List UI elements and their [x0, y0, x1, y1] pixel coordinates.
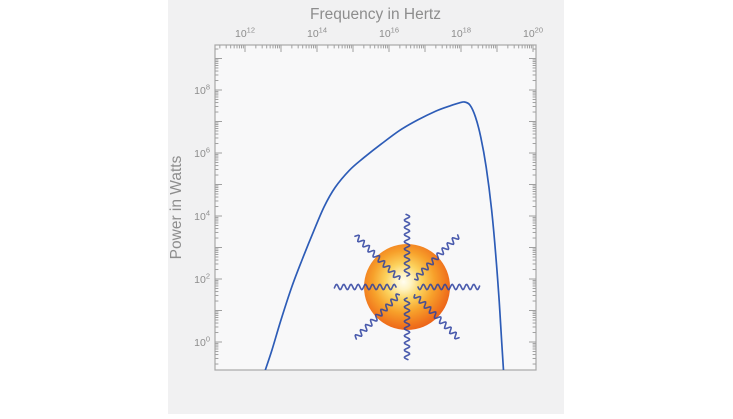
- y-tick-label: 108: [194, 82, 210, 97]
- blackbody-spectrum-figure: 1012 1014 1016 1018 1020 100 102 104 106 108 Freq…: [168, 0, 564, 414]
- y-tick-label: 106: [194, 145, 210, 160]
- sun-layer: [333, 213, 481, 361]
- y-axis-title: Power in Watts: [168, 155, 185, 259]
- radiation-wave: [413, 294, 460, 340]
- y-tick-label: 102: [194, 271, 210, 286]
- x-tick-label: 1018: [451, 26, 471, 41]
- spectral-power-curve: [264, 101, 505, 370]
- spectrum-chart: 1012 1014 1016 1018 1020 100 102 104 106 108 Freq…: [168, 6, 543, 371]
- radiation-wave: [414, 234, 460, 281]
- radiation-wave: [333, 283, 397, 291]
- x-tick-label: 1014: [307, 26, 327, 41]
- radiation-wave: [403, 297, 411, 361]
- x-tick-label: 1012: [235, 26, 255, 41]
- sun-sphere: [364, 244, 450, 330]
- radiation-wave: [403, 213, 411, 277]
- x-tick-label: 1016: [379, 26, 399, 41]
- radiation-wave: [354, 293, 400, 340]
- chart-layer: 1012 1014 1016 1018 1020 100 102 104 106 108: [194, 26, 543, 371]
- x-tick-label: 1020: [523, 26, 543, 41]
- x-axis-title: Frequency in Hertz: [310, 6, 441, 23]
- y-tick-label: 104: [194, 208, 210, 223]
- axis-ticks: [215, 45, 536, 365]
- radiation-wave: [354, 234, 401, 280]
- radiation-wave: [417, 283, 481, 291]
- y-tick-label: 100: [194, 334, 210, 349]
